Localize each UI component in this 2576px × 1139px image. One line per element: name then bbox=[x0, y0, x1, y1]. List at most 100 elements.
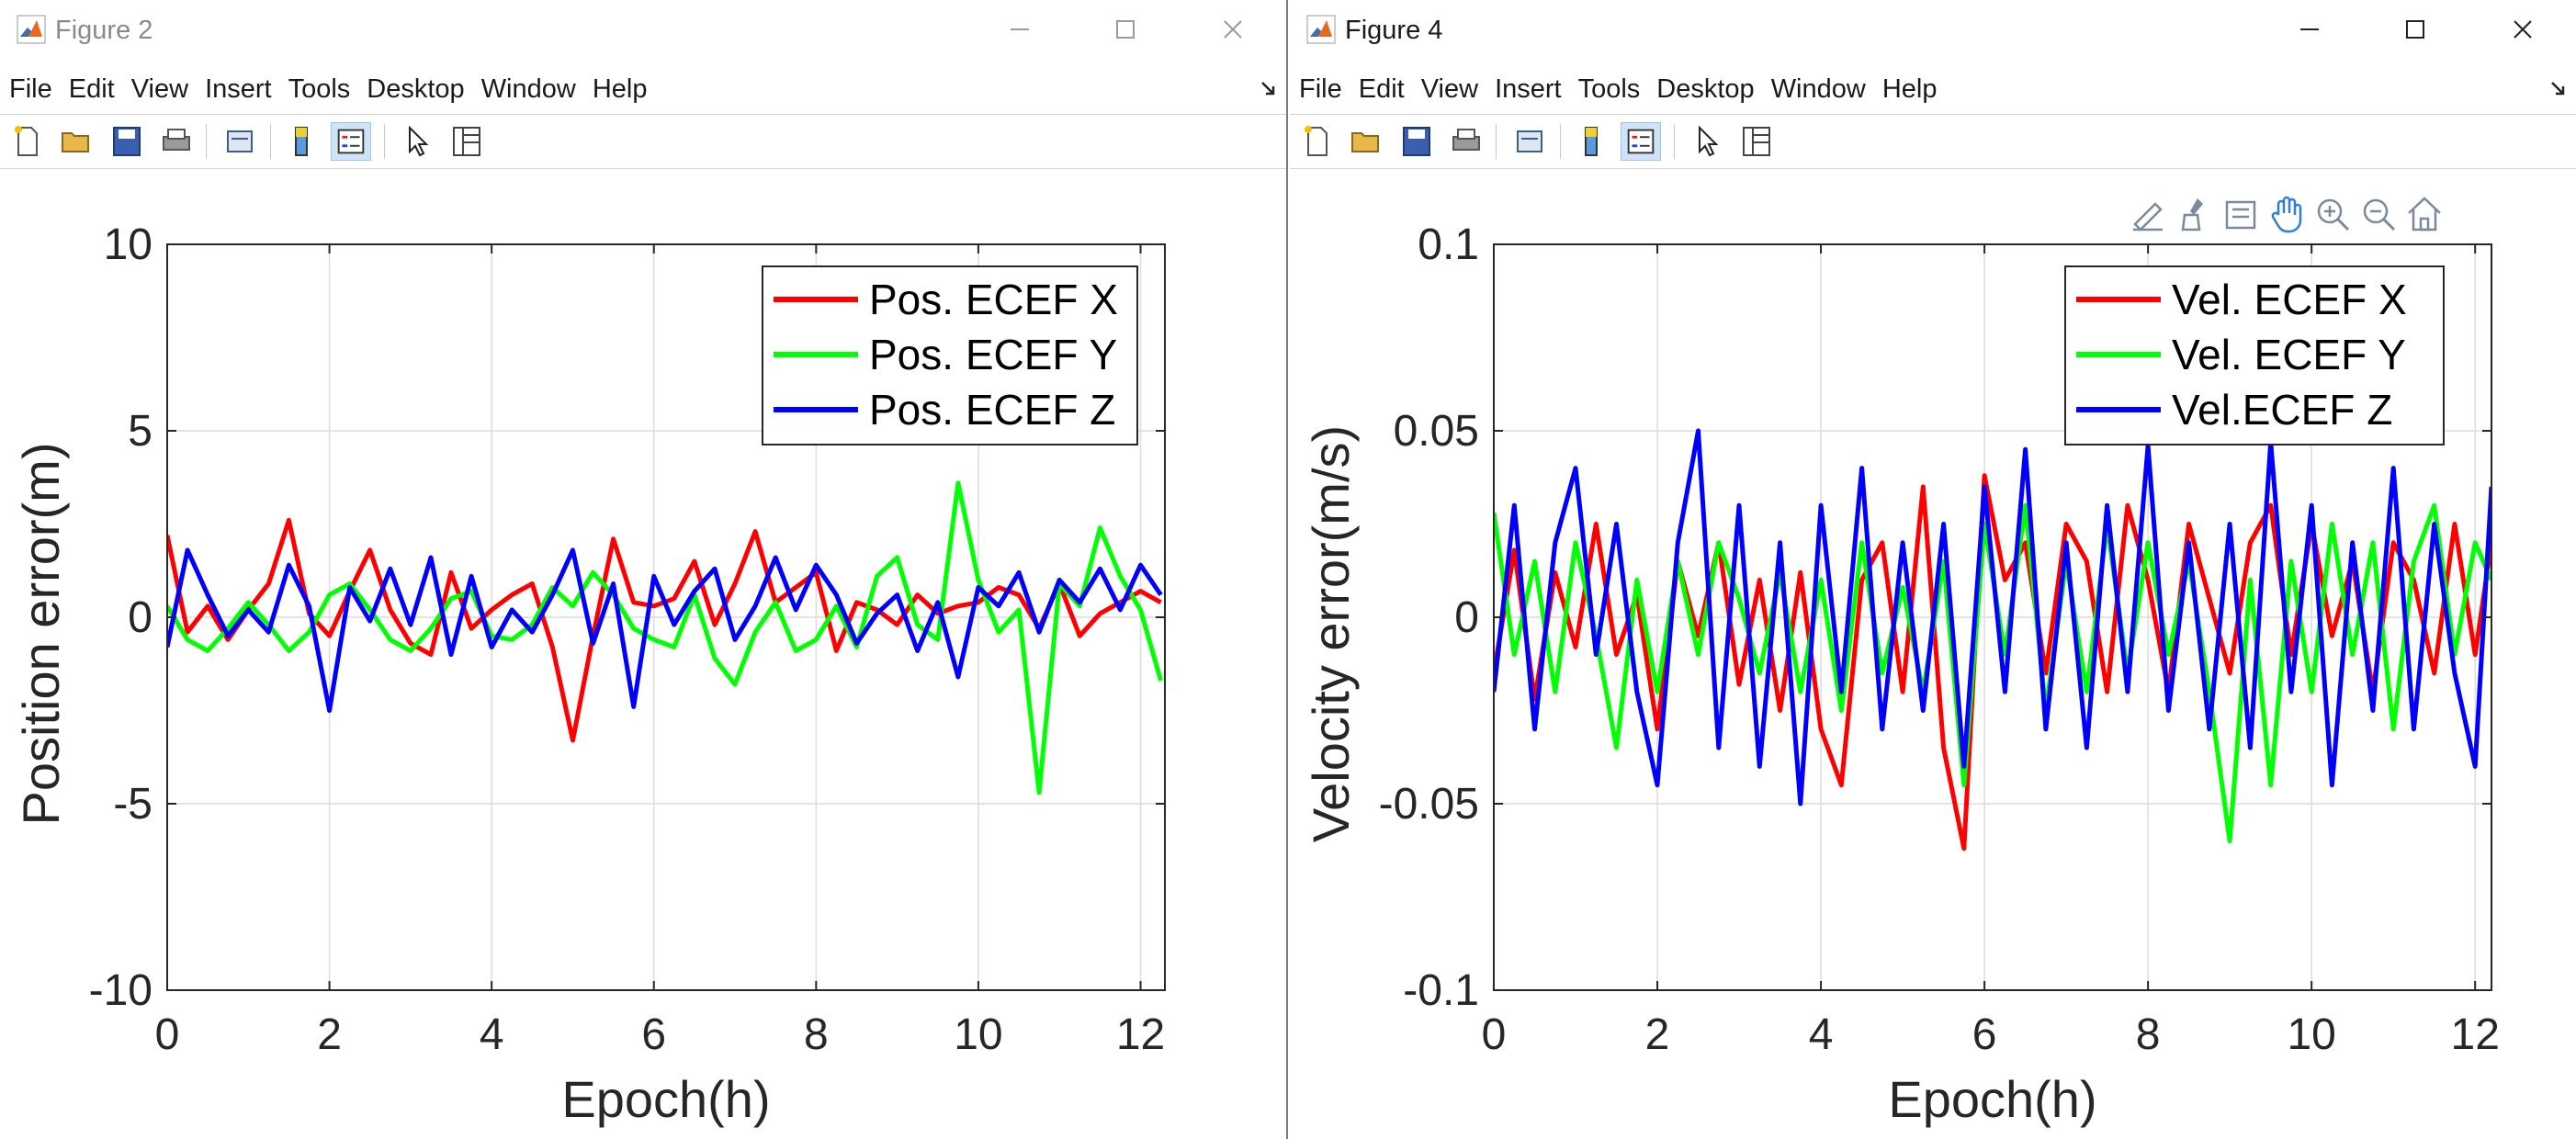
figure-window-left: Figure 2 File Edit View Insert Tools Desktop W… bbox=[0, 0, 1288, 1139]
export-icon[interactable] bbox=[2220, 193, 2262, 235]
legend-label: Vel.ECEF Z bbox=[2172, 386, 2392, 434]
y-tick-label: 10 bbox=[104, 220, 153, 269]
figure-window-right: Figure 4 File Edit View Insert Tools Desktop W… bbox=[1290, 0, 2576, 1139]
data-tips-icon[interactable] bbox=[2128, 193, 2170, 235]
menu-edit[interactable]: Edit bbox=[68, 74, 115, 104]
colorbar-icon[interactable] bbox=[1571, 122, 1611, 161]
menu-file[interactable]: File bbox=[1299, 74, 1342, 104]
x-tick-label: 6 bbox=[1972, 1010, 1997, 1059]
zoom-in-icon[interactable] bbox=[2311, 193, 2354, 235]
series-line-pos-ecef-z bbox=[167, 547, 1163, 713]
property-inspector-icon[interactable] bbox=[1736, 122, 1777, 161]
brush-icon[interactable] bbox=[2174, 193, 2216, 235]
x-tick-label: 0 bbox=[1482, 1010, 1507, 1059]
y-tick-label: -0.05 bbox=[1379, 780, 1479, 829]
legend-icon[interactable] bbox=[331, 122, 371, 161]
velocity-error-chart: 0 2 4 6 8 10 12 -0.1 -0.05 0 0.05 0.1 Epoch(h) Veloci… bbox=[1302, 220, 2500, 1128]
maximize-icon[interactable] bbox=[1107, 11, 1144, 48]
x-tick-label: 8 bbox=[2136, 1010, 2161, 1059]
x-tick-label: 6 bbox=[641, 1010, 666, 1059]
y-axis-label: Velocity error(m/s) bbox=[1302, 425, 1360, 842]
x-tick-label: 4 bbox=[1809, 1010, 1834, 1059]
colorbar-icon[interactable] bbox=[281, 122, 322, 161]
property-inspector-icon[interactable] bbox=[446, 122, 487, 161]
series-group bbox=[167, 480, 1164, 795]
menu-insert[interactable]: Insert bbox=[1495, 74, 1562, 104]
menu-edit[interactable]: Edit bbox=[1358, 74, 1405, 104]
menu-desktop[interactable]: Desktop bbox=[367, 74, 465, 104]
matlab-logo-icon bbox=[17, 15, 46, 44]
y-tick-label: -5 bbox=[113, 780, 153, 829]
pan-hand-icon[interactable] bbox=[2265, 193, 2308, 235]
minimize-icon[interactable] bbox=[1001, 11, 1038, 48]
position-error-chart: 0 2 4 6 8 10 12 -10 -5 0 5 10 Epoch(h) Position error… bbox=[12, 220, 1166, 1128]
toolbar-separator bbox=[270, 124, 271, 159]
figure-toolbar bbox=[0, 115, 1286, 169]
y-axis-label: Position error(m) bbox=[12, 443, 70, 826]
y-tick-label: 0 bbox=[1454, 593, 1479, 642]
menu-help[interactable]: Help bbox=[592, 74, 648, 104]
y-tick-label: 0 bbox=[128, 593, 153, 642]
edit-plot-icon[interactable] bbox=[397, 122, 437, 161]
window-title: Figure 2 bbox=[55, 16, 153, 45]
title-bar: Figure 4 bbox=[1290, 0, 2576, 61]
menu-file[interactable]: File bbox=[9, 74, 52, 104]
menu-bar: File Edit View Insert Tools Desktop Window Help bbox=[0, 64, 1286, 115]
x-tick-label: 10 bbox=[2287, 1010, 2335, 1059]
x-axis-label: Epoch(h) bbox=[561, 1070, 770, 1128]
x-axis-label: Epoch(h) bbox=[1888, 1070, 2096, 1128]
home-icon[interactable] bbox=[2403, 193, 2446, 235]
menu-tools[interactable]: Tools bbox=[1577, 74, 1641, 104]
maximize-icon[interactable] bbox=[2397, 11, 2434, 48]
zoom-out-icon[interactable] bbox=[2357, 193, 2400, 235]
open-file-icon[interactable] bbox=[57, 122, 97, 161]
print-icon[interactable] bbox=[156, 122, 197, 161]
x-tick-label: 2 bbox=[317, 1010, 342, 1059]
new-figure-icon[interactable] bbox=[1297, 122, 1338, 161]
open-file-icon[interactable] bbox=[1347, 122, 1387, 161]
toolbar-separator bbox=[384, 124, 385, 159]
print-icon[interactable] bbox=[1446, 122, 1486, 161]
new-figure-icon[interactable] bbox=[7, 122, 48, 161]
legend-label: Pos. ECEF Z bbox=[869, 386, 1115, 434]
menu-insert[interactable]: Insert bbox=[205, 74, 272, 104]
menu-window[interactable]: Window bbox=[480, 74, 576, 104]
dock-arrow-icon[interactable] bbox=[1257, 77, 1281, 101]
menu-view[interactable]: View bbox=[130, 74, 189, 104]
toolbar-separator bbox=[1674, 124, 1675, 159]
toolbar-separator bbox=[1560, 124, 1561, 159]
toolbar-separator bbox=[206, 124, 207, 159]
x-tick-label: 0 bbox=[155, 1010, 180, 1059]
minimize-icon[interactable] bbox=[2291, 11, 2328, 48]
print-preview-icon[interactable] bbox=[220, 122, 261, 161]
toolbar-separator bbox=[1496, 124, 1497, 159]
legend-icon[interactable] bbox=[1621, 122, 1661, 161]
y-tick-label: 0.1 bbox=[1418, 220, 1479, 269]
menu-desktop[interactable]: Desktop bbox=[1656, 74, 1755, 104]
close-icon[interactable] bbox=[2504, 11, 2541, 48]
menu-help[interactable]: Help bbox=[1881, 74, 1938, 104]
menu-bar: File Edit View Insert Tools Desktop Window Help bbox=[1290, 64, 2576, 115]
window-title: Figure 4 bbox=[1345, 16, 1443, 45]
x-tick-label: 10 bbox=[954, 1010, 1002, 1059]
series-line-vel-ecef-z bbox=[1494, 428, 2491, 806]
y-tick-label: 5 bbox=[128, 407, 153, 456]
y-tick-label: 0.05 bbox=[1394, 407, 1479, 456]
legend-label: Pos. ECEF X bbox=[869, 276, 1118, 323]
x-tick-label: 12 bbox=[1116, 1010, 1165, 1059]
matlab-logo-icon bbox=[1306, 15, 1336, 44]
save-icon[interactable] bbox=[107, 122, 147, 161]
menu-window[interactable]: Window bbox=[1770, 74, 1866, 104]
print-preview-icon[interactable] bbox=[1510, 122, 1551, 161]
legend-box bbox=[762, 265, 1138, 445]
save-icon[interactable] bbox=[1396, 122, 1437, 161]
legend-label: Vel. ECEF Y bbox=[2172, 331, 2406, 378]
menu-tools[interactable]: Tools bbox=[288, 74, 351, 104]
dock-arrow-icon[interactable] bbox=[2547, 77, 2570, 101]
legend-label: Vel. ECEF X bbox=[2172, 276, 2407, 323]
close-icon[interactable] bbox=[1215, 11, 1251, 48]
edit-plot-icon[interactable] bbox=[1687, 122, 1727, 161]
title-bar: Figure 2 bbox=[0, 0, 1286, 61]
y-tick-label: -10 bbox=[89, 966, 153, 1015]
menu-view[interactable]: View bbox=[1420, 74, 1479, 104]
